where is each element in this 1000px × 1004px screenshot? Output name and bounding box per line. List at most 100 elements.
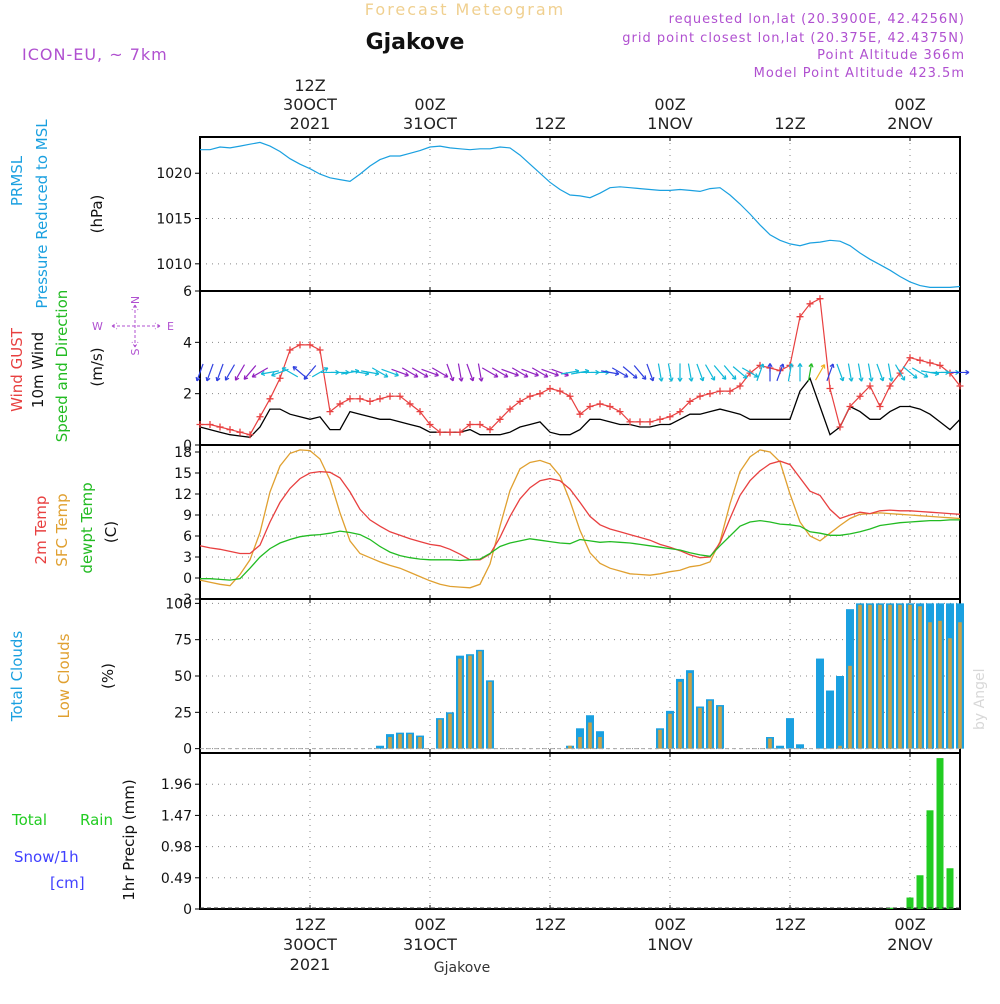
y-tick-label: 6 bbox=[183, 284, 192, 300]
y-tick-label: 1020 bbox=[156, 166, 192, 182]
gust-marker bbox=[276, 374, 284, 382]
wind-arrow bbox=[894, 364, 906, 381]
wind-arrow-head bbox=[458, 377, 464, 382]
wind-arrow bbox=[814, 364, 826, 381]
low-cloud-bar bbox=[718, 706, 722, 749]
point-altitude: Point Altitude 366m bbox=[817, 48, 965, 63]
wind-arrow-head bbox=[668, 377, 674, 382]
wind-arrow bbox=[887, 363, 893, 382]
gust-marker bbox=[396, 392, 404, 400]
rain-bar bbox=[916, 875, 924, 909]
wind-arrow bbox=[224, 364, 236, 381]
wind-arrow bbox=[551, 368, 569, 377]
gust-marker bbox=[256, 413, 264, 421]
compass-w: W bbox=[92, 320, 103, 333]
wind-arrow bbox=[561, 370, 579, 375]
total-cloud-bar bbox=[776, 745, 784, 749]
precip-legend-rain: Rain bbox=[80, 811, 113, 829]
bottom-time-label: 1NOV bbox=[647, 935, 692, 954]
low-cloud-bar bbox=[678, 681, 682, 749]
wind-arrow-head bbox=[503, 373, 509, 378]
low-cloud-bar bbox=[688, 673, 692, 749]
y-tick-label: 1010 bbox=[156, 257, 192, 273]
gust-marker bbox=[736, 382, 744, 390]
low-cloud-bar bbox=[568, 745, 572, 749]
compass-arrows bbox=[111, 304, 161, 348]
sfc-temp-line bbox=[199, 449, 961, 589]
wind-arrow-head bbox=[820, 364, 826, 369]
wind-arrow-head bbox=[478, 377, 484, 382]
low-cloud-bar bbox=[438, 719, 442, 749]
low-cloud-bar bbox=[658, 729, 662, 749]
wind-arrow bbox=[481, 367, 499, 378]
gust-marker bbox=[576, 410, 584, 418]
wind-arrow bbox=[571, 370, 589, 375]
wind-arrow bbox=[657, 363, 663, 382]
wind-arrow-head bbox=[423, 373, 429, 378]
wind-arrow bbox=[251, 367, 269, 378]
pressure-label-b: Pressure Reduced to MSL bbox=[33, 119, 51, 309]
gust-marker bbox=[426, 420, 434, 428]
rain-bar bbox=[946, 868, 954, 909]
gust-marker bbox=[366, 397, 374, 405]
low-cloud-bar bbox=[918, 606, 922, 749]
top-time-label: 00Z bbox=[654, 95, 685, 114]
top-time-label: 12Z bbox=[774, 114, 805, 133]
wind-arrow-head bbox=[614, 370, 620, 376]
gust-marker bbox=[356, 395, 364, 403]
y-tick-label: 9 bbox=[183, 508, 192, 524]
gust-marker bbox=[386, 392, 394, 400]
credit: by Angel bbox=[972, 669, 988, 730]
temp-label-sfc: SFC Temp bbox=[53, 493, 71, 566]
top-time-label: 31OCT bbox=[403, 114, 457, 133]
precip-legend-snow: Snow/1h bbox=[14, 848, 79, 866]
y-tick-label: 0 bbox=[183, 742, 192, 758]
model-altitude: Model Point Altitude 423.5m bbox=[754, 66, 965, 81]
low-cloud-bar bbox=[928, 622, 932, 749]
low-cloud-bar bbox=[898, 604, 902, 749]
requested-coords: requested lon,lat (20.3900E, 42.4256N) bbox=[669, 12, 965, 27]
bottom-time-label: 00Z bbox=[654, 915, 685, 934]
gust-marker bbox=[466, 420, 474, 428]
y-tick-label: 12 bbox=[174, 487, 192, 503]
wind-arrow bbox=[847, 363, 853, 382]
total-cloud-bar bbox=[816, 658, 824, 749]
t2m-line bbox=[199, 460, 961, 561]
wind-arrow bbox=[401, 367, 419, 378]
wind-arrow-head bbox=[224, 376, 230, 381]
gust-marker bbox=[666, 413, 674, 421]
wind-arrow-head bbox=[808, 363, 814, 368]
wind-arrow-head bbox=[493, 373, 499, 378]
gust-marker bbox=[316, 346, 324, 354]
wind-arrow bbox=[741, 367, 759, 378]
wind-label-speed: Speed and Direction bbox=[53, 290, 71, 443]
wind-arrow bbox=[466, 363, 474, 382]
wind-arrow-head bbox=[205, 376, 211, 382]
low-cloud-bar bbox=[478, 651, 482, 749]
gust-marker bbox=[726, 387, 734, 395]
wind-arrow-head bbox=[779, 363, 785, 369]
wind-label-gust: Wind GUST bbox=[8, 327, 26, 412]
gust-marker bbox=[566, 392, 574, 400]
wind-arrow bbox=[206, 363, 214, 382]
wind-arrow bbox=[431, 367, 449, 378]
wind-arrow-head bbox=[688, 377, 694, 382]
wind-arrow-head bbox=[649, 376, 655, 382]
y-tick-label: 2 bbox=[183, 387, 192, 403]
y-tick-label: 100 bbox=[165, 596, 192, 612]
pressure-line bbox=[200, 141, 961, 288]
wind-label-10m: 10m Wind bbox=[29, 332, 47, 408]
low-cloud-bar bbox=[448, 713, 452, 749]
gust-marker bbox=[326, 408, 334, 416]
dewpt-line bbox=[200, 519, 960, 581]
wind-arrow bbox=[911, 367, 929, 378]
wind-arrow bbox=[622, 366, 638, 379]
pressure-label-a: PRMSL bbox=[8, 155, 26, 206]
gust-marker bbox=[886, 382, 894, 390]
wind-arrow-head bbox=[434, 372, 439, 377]
precip-legend-total: Total bbox=[11, 811, 47, 829]
wind-arrow bbox=[787, 363, 793, 382]
cloud-label-low: Low Clouds bbox=[55, 633, 73, 718]
gust-marker bbox=[816, 295, 824, 303]
wind-unit: (m/s) bbox=[88, 347, 106, 386]
